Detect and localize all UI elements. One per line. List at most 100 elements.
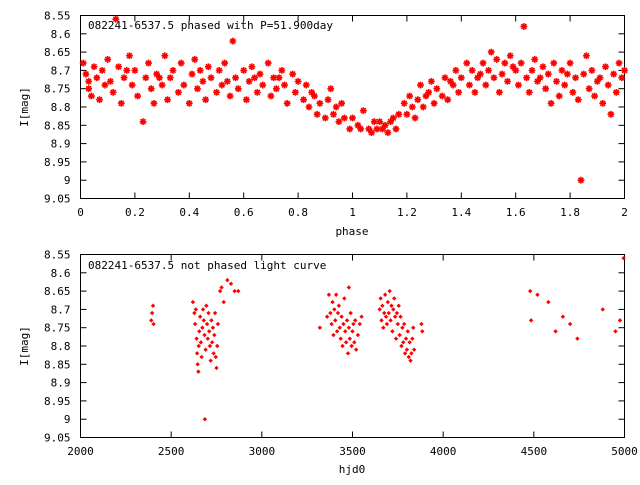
phased-data-point (85, 77, 93, 85)
phased-data-point (357, 125, 365, 133)
unphased-data-point (394, 310, 400, 316)
phased-data-point (123, 67, 131, 74)
phased-data-point (145, 59, 152, 67)
phased-data-point (302, 81, 310, 89)
phased-data-point (96, 96, 103, 104)
phased-data-point (185, 99, 193, 107)
phased-data-point (243, 96, 250, 104)
phased-data-point (109, 88, 117, 96)
unphased-data-point (357, 321, 362, 327)
phased-x-tick-label: 0.6 (234, 206, 254, 219)
phased-data-point (87, 92, 95, 100)
unphased-data-point (215, 343, 220, 349)
phased-data-point (490, 74, 498, 82)
phased-data-point (550, 59, 558, 67)
phased-data-point (202, 96, 210, 104)
phased-data-point (599, 99, 607, 107)
phased-data-point (381, 121, 389, 129)
unphased-data-point (334, 329, 340, 334)
phased-data-point (379, 125, 386, 133)
unphased-data-point (330, 299, 335, 305)
phased-data-point (321, 114, 329, 122)
phased-data-point (585, 85, 593, 93)
unphased-y-tick-label: 9.05 (44, 432, 71, 445)
phased-data-point (153, 70, 161, 78)
phased-data-point (316, 99, 324, 107)
phased-data-point (373, 125, 381, 133)
unphased-data-point (210, 325, 216, 330)
phased-y-tick-label: 8.55 (44, 10, 71, 23)
unphased-data-point (355, 332, 361, 338)
phased-data-point (580, 70, 588, 78)
unphased-data-point (613, 329, 618, 334)
phased-x-axis-label: phase (335, 225, 368, 238)
phased-data-point (517, 59, 525, 67)
unphased-x-tick-label: 2500 (158, 445, 185, 458)
unphased-data-point (340, 343, 345, 349)
unphased-x-tick-label: 3000 (249, 445, 276, 458)
phased-data-point (474, 74, 482, 82)
unphased-y-tick-label: 9 (64, 413, 71, 426)
unphased-data-point (219, 285, 224, 290)
unphased-data-point (335, 310, 341, 316)
phased-data-point (512, 67, 520, 74)
phased-data-point (191, 56, 199, 63)
phased-data-point (85, 85, 93, 93)
unphased-data-point (401, 321, 407, 327)
phased-x-tick-label: 1.8 (560, 206, 580, 219)
phased-data-point (365, 125, 373, 133)
phased-y-tick-label: 8.75 (44, 83, 71, 96)
unphased-data-point (194, 336, 199, 341)
phased-data-point (588, 67, 596, 74)
phased-data-point (441, 74, 449, 82)
unphased-data-point (385, 299, 391, 305)
phased-data-point (539, 63, 547, 71)
phased-data-point (79, 59, 87, 67)
phased-data-point (615, 59, 623, 67)
unphased-data-points (149, 255, 626, 422)
unphased-data-point (200, 325, 205, 330)
unphased-x-axis-label: hjd0 (339, 463, 366, 476)
phased-data-point (479, 59, 487, 67)
phased-data-point (370, 118, 378, 126)
phased-data-point (417, 81, 424, 89)
unphased-data-point (190, 299, 196, 305)
phased-data-point (311, 92, 318, 100)
phased-data-point (289, 70, 297, 78)
phased-data-point (240, 67, 248, 74)
unphased-data-point (206, 310, 211, 316)
unphased-data-point (345, 351, 351, 356)
phased-data-point (147, 85, 155, 93)
phased-data-point (468, 67, 476, 74)
unphased-data-point (209, 340, 215, 345)
unphased-data-point (546, 299, 551, 305)
unphased-data-point (215, 321, 221, 327)
unphased-data-point (326, 292, 332, 297)
phased-data-point (300, 96, 307, 104)
unphased-data-point (328, 310, 333, 316)
unphased-data-point (388, 318, 393, 323)
unphased-data-point (351, 321, 356, 327)
phased-data-point (485, 67, 492, 74)
unphased-data-point (393, 336, 399, 341)
phased-data-point (98, 67, 106, 74)
unphased-data-point (410, 336, 415, 341)
phased-data-point (466, 81, 473, 89)
phased-data-point (332, 103, 340, 111)
phased-data-point (544, 70, 552, 78)
phased-data-point (583, 52, 590, 60)
unphased-data-point (338, 336, 343, 341)
unphased-data-point (405, 329, 411, 334)
phased-x-tick-label: 0.2 (125, 206, 145, 219)
phased-x-tick-label: 0.8 (288, 206, 308, 219)
unphased-data-point (209, 318, 214, 323)
unphased-y-axis-label: I[mag] (18, 326, 31, 366)
unphased-data-point (353, 347, 359, 352)
phased-data-point (294, 77, 302, 85)
phased-y-tick-label: 8.8 (51, 101, 71, 114)
phased-data-point (525, 88, 533, 96)
phased-data-point (218, 81, 226, 89)
phased-plot-frame (80, 15, 625, 199)
phased-data-point (305, 103, 313, 111)
